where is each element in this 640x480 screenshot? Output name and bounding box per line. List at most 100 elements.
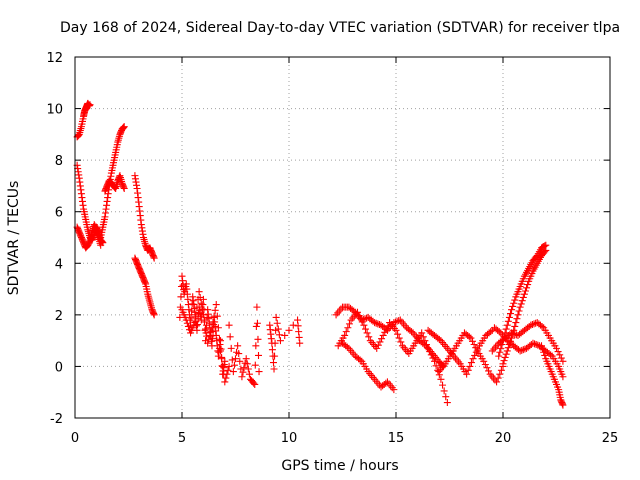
data-point [516, 303, 524, 311]
data-point [252, 342, 260, 350]
data-point [394, 330, 402, 338]
data-point [183, 319, 191, 327]
data-point [528, 321, 536, 329]
series-cluster-5-7 [176, 272, 229, 378]
data-point [97, 241, 105, 249]
data-point [541, 248, 549, 256]
data-point [211, 306, 219, 314]
data-point [376, 338, 384, 346]
data-point [209, 318, 217, 326]
data-point [360, 321, 368, 329]
series-wave-12-18 [334, 308, 451, 407]
series-fall-after-peak [131, 172, 158, 262]
data-point [217, 347, 225, 355]
series-rise-20-22-b [499, 246, 550, 368]
data-point [481, 360, 489, 368]
data-point [540, 348, 548, 356]
data-point [236, 357, 244, 365]
data-point [519, 346, 527, 354]
data-point [538, 342, 546, 350]
data-point [373, 344, 381, 352]
data-point [238, 373, 246, 381]
data-point [226, 333, 234, 341]
data-point [341, 331, 349, 339]
data-point [541, 351, 549, 359]
x-tick-label: 10 [281, 431, 298, 446]
data-point [255, 351, 263, 359]
data-point [271, 352, 279, 360]
axis-ticks [74, 56, 611, 419]
data-point [557, 354, 565, 362]
data-point [391, 318, 399, 326]
data-point [397, 338, 405, 346]
y-tick-labels: -2 0 2 4 6 8 10 12 [46, 51, 63, 427]
data-point [342, 328, 350, 336]
data-point [493, 378, 501, 386]
data-point [508, 329, 516, 337]
data-point [467, 359, 475, 367]
series-second-hump-b [101, 172, 128, 195]
data-point [188, 300, 196, 308]
data-point [225, 362, 233, 370]
data-point [542, 246, 550, 254]
data-point [213, 312, 221, 320]
data-point [511, 296, 519, 304]
data-point [497, 344, 505, 352]
data-point [234, 342, 242, 350]
data-point [480, 357, 488, 365]
data-point [195, 288, 203, 296]
data-point [120, 185, 128, 193]
series-fall-lower [131, 254, 158, 319]
data-point [513, 315, 521, 323]
data-point [512, 319, 520, 327]
data-point [422, 341, 430, 349]
data-point [472, 344, 480, 352]
data-point [275, 331, 283, 339]
data-point [390, 386, 398, 394]
data-point [235, 350, 243, 358]
data-point [182, 316, 190, 324]
data-point [184, 322, 192, 330]
data-point [200, 318, 208, 326]
data-point [382, 325, 390, 333]
data-point [531, 340, 539, 348]
x-tick-label: 20 [495, 431, 512, 446]
data-point [271, 339, 279, 347]
data-point [217, 337, 225, 345]
data-point [559, 401, 567, 409]
data-point [495, 352, 503, 360]
data-point [500, 357, 508, 365]
y-axis-label: SDTVAR / TECUs [6, 181, 22, 296]
data-point [508, 306, 516, 314]
data-point [356, 356, 364, 364]
data-point [465, 333, 473, 341]
data-point [501, 353, 509, 361]
data-point [519, 293, 527, 301]
data-point [272, 313, 280, 321]
data-point [229, 368, 237, 376]
series-rise-to-peak [73, 99, 94, 141]
series-scatter-7-9 [225, 303, 263, 388]
data-point [270, 365, 278, 373]
y-tick-label: 0 [55, 360, 63, 375]
data-point [244, 365, 252, 373]
y-tick-label: -2 [50, 412, 63, 427]
data-point [274, 325, 282, 333]
data-point [427, 351, 435, 359]
data-point [395, 317, 403, 325]
data-point [269, 359, 277, 367]
data-point [487, 328, 495, 336]
data-point [384, 322, 392, 330]
data-point [424, 344, 432, 352]
x-tick-labels: 0 5 10 15 20 25 [71, 431, 618, 446]
data-point [281, 331, 289, 339]
data-point [196, 293, 204, 301]
data-point [504, 317, 512, 325]
data-point [521, 287, 529, 295]
data-point [437, 375, 445, 383]
data-point [250, 379, 258, 387]
series-scatter-9-11 [266, 313, 304, 373]
data-point [191, 319, 199, 327]
data-point [193, 303, 201, 311]
data-point [426, 348, 434, 356]
